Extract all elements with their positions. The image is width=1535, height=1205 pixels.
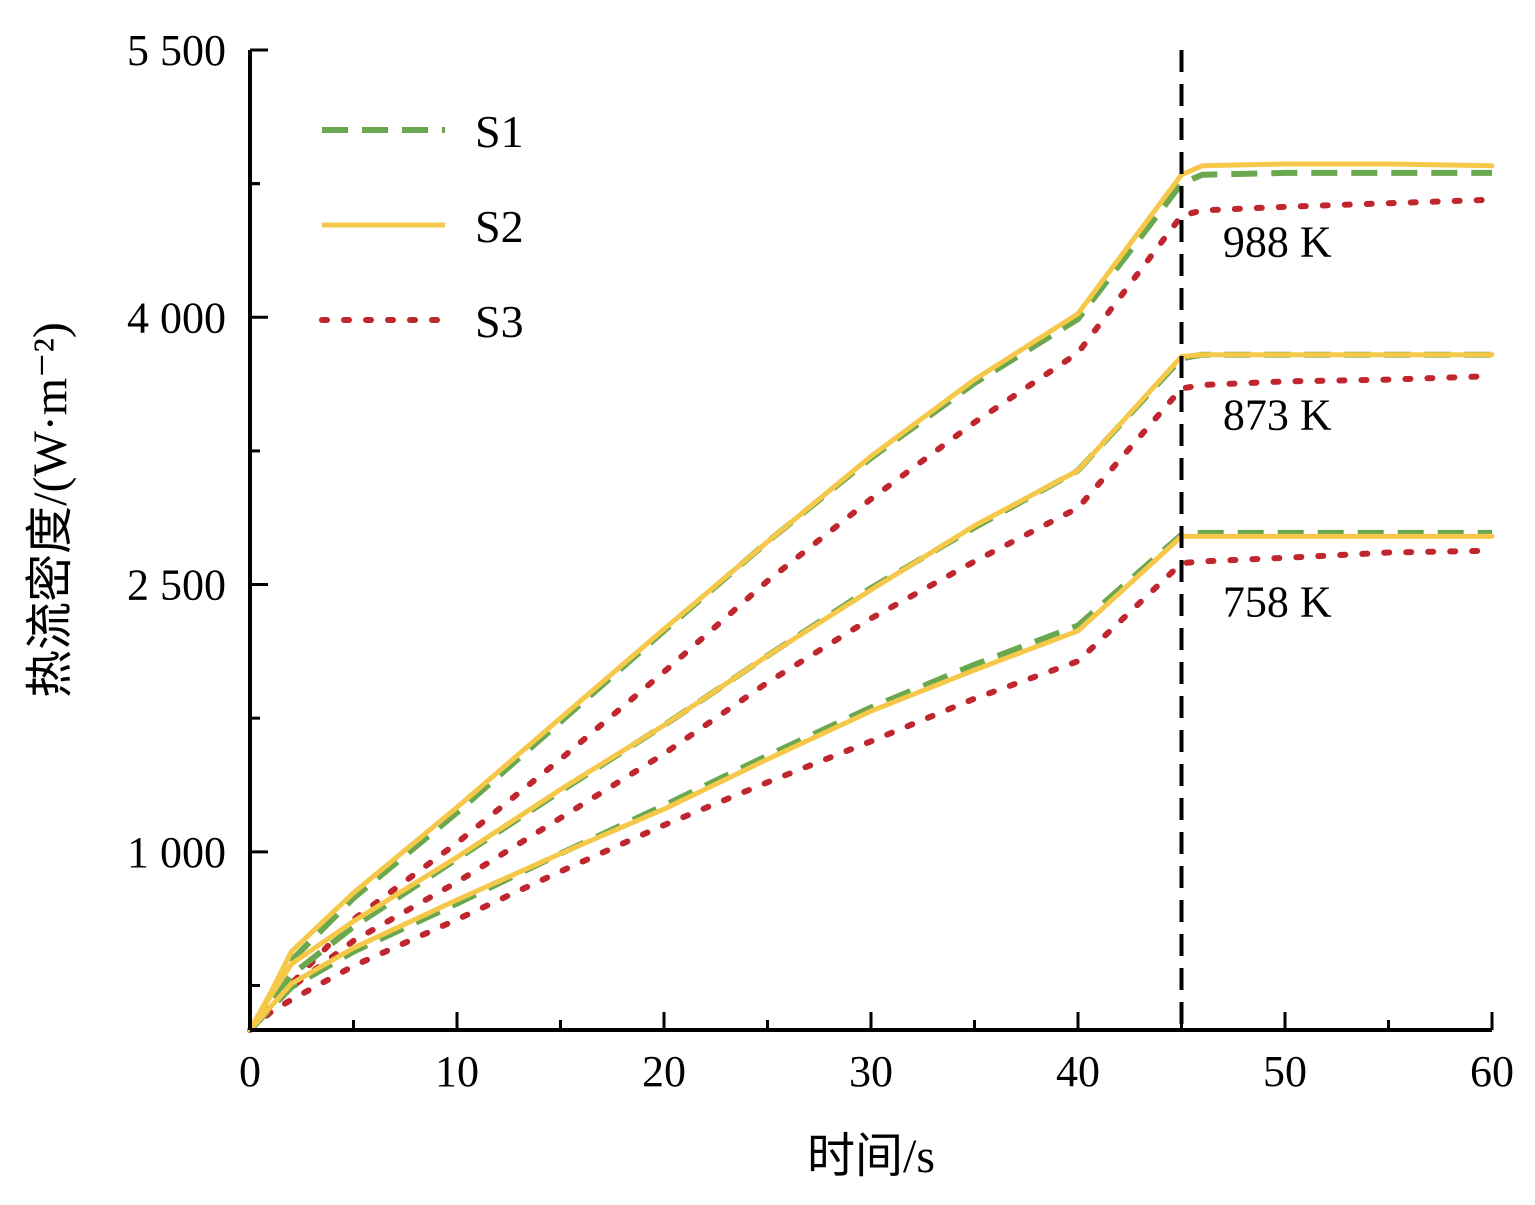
- series-s3-758k: [247, 547, 1495, 1033]
- x-axis-label: 时间/s: [807, 1130, 935, 1183]
- x-axis-ticks: 0 10 20 30 40 50 60: [239, 1012, 1514, 1096]
- x-tick-label: 10: [435, 1047, 479, 1096]
- legend-label-s3: S3: [475, 296, 524, 347]
- y-tick-label: 1 000: [127, 828, 226, 877]
- legend: S1 S2 S3: [319, 106, 524, 347]
- y-tick-label: 4 000: [127, 293, 226, 342]
- y-tick-label: 2 500: [127, 561, 226, 610]
- x-tick-label: 60: [1470, 1047, 1514, 1096]
- x-tick-label: 20: [642, 1047, 686, 1096]
- series-s3-873k: [247, 373, 1495, 1033]
- x-tick-label: 40: [1056, 1047, 1100, 1096]
- series-s2-873k: [247, 352, 1495, 1033]
- annotation-temperature: 758 K: [1223, 578, 1332, 627]
- annotation-temperature: 873 K: [1223, 391, 1332, 440]
- legend-label-s2: S2: [475, 201, 524, 252]
- y-axis-label: 热流密度/(W·m⁻²): [24, 322, 77, 698]
- series-s2-758k: [247, 533, 1495, 1033]
- series-s2-988k: [247, 161, 1495, 1033]
- plot-area: [247, 161, 1495, 1033]
- series-s3-988k: [247, 196, 1495, 1033]
- series-s1-758k: [247, 529, 1492, 1033]
- x-tick-label: 0: [239, 1047, 261, 1096]
- x-tick-label: 50: [1263, 1047, 1307, 1096]
- x-tick-label: 30: [849, 1047, 893, 1096]
- legend-label-s1: S1: [475, 106, 524, 157]
- annotation-temperature: 988 K: [1223, 218, 1332, 267]
- y-axis-ticks: 1 000 2 500 4 000 5 500: [127, 26, 268, 987]
- y-tick-label: 5 500: [127, 26, 226, 75]
- annotations: 988 K 873 K 758 K: [1223, 218, 1332, 627]
- axes: 0 10 20 30 40 50 60 1 000 2 500 4 000 5 500: [127, 26, 1514, 1096]
